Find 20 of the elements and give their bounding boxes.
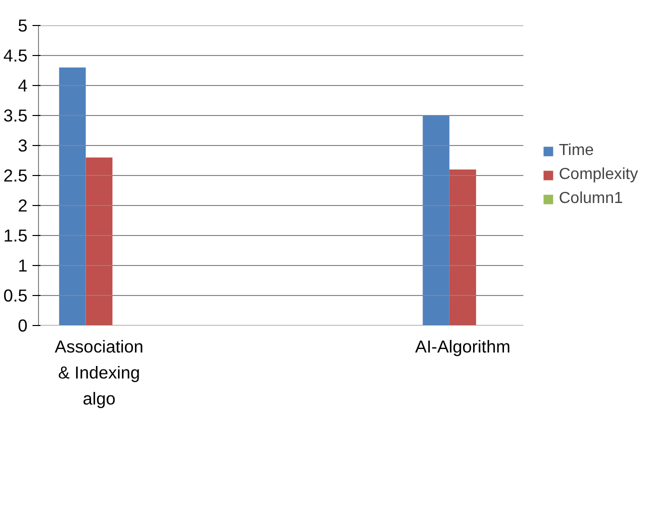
legend-label: Complexity (558, 166, 638, 184)
y-tick-label: 5 (18, 16, 28, 36)
y-tick-label: 4 (18, 76, 28, 96)
legend-label: Column1 (558, 190, 623, 208)
y-tick-label: 0 (18, 316, 28, 336)
y-tick-label: 2.5 (3, 166, 28, 186)
y-tick-label: 0.5 (3, 286, 28, 306)
legend-label: Time (558, 142, 594, 160)
bar (422, 116, 450, 326)
bar (86, 158, 112, 326)
y-tick-label: 1.5 (3, 226, 28, 246)
y-tick-label: 1 (18, 256, 28, 276)
y-tick-label: 3.5 (3, 106, 28, 126)
x-tick-label: AI-Algorithm (415, 336, 510, 356)
bar (449, 170, 476, 326)
y-tick-label: 3 (18, 136, 28, 156)
bar (59, 68, 86, 326)
y-tick-label: 2 (18, 196, 28, 216)
y-tick-label: 4.5 (3, 46, 28, 66)
x-tick-label: Association & Indexing algo (54, 336, 144, 408)
